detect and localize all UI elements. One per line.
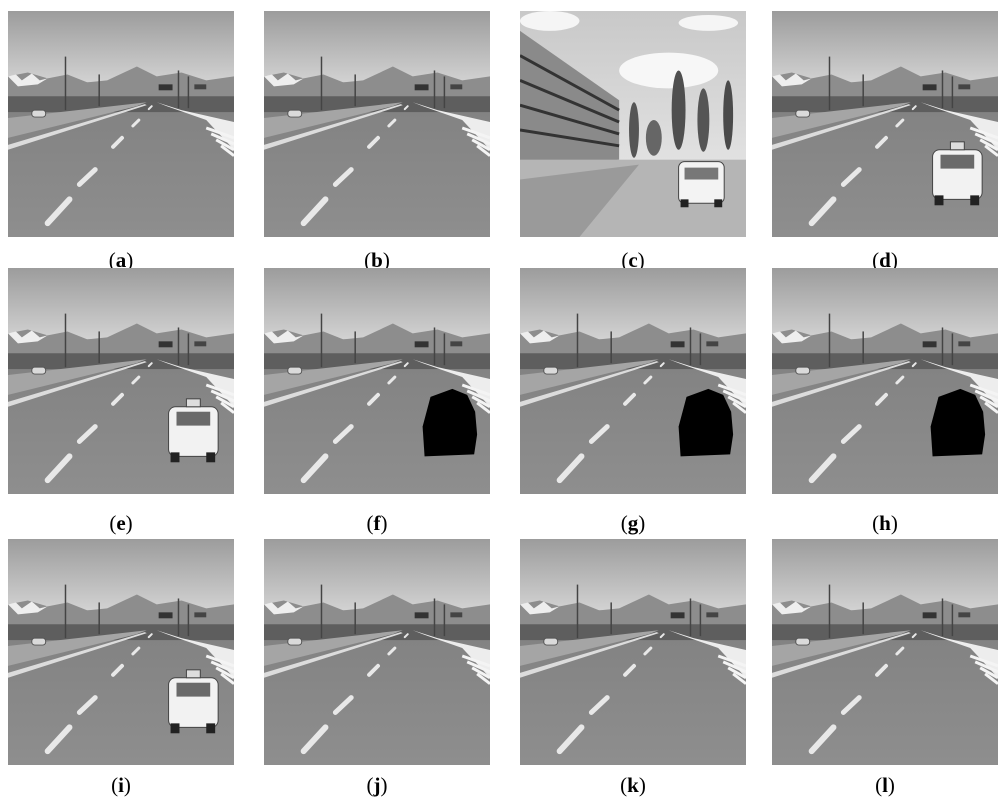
panel-image [772,11,998,237]
label-close: ) [381,511,388,535]
panel-label: (e) [109,511,132,535]
label-letter: e [116,511,125,535]
figure: (a)(b)(c)(d)(e)(f)(g)(h)(i)(j)(k)(l) [0,0,998,801]
panel: (i) [8,539,234,797]
panel-image [264,539,490,765]
label-close: ) [124,773,131,797]
label-letter: k [627,773,639,797]
mask-overlay [679,389,734,456]
panel-image [520,268,746,494]
panel-label: (i) [111,773,131,797]
panel-label: (k) [620,773,646,797]
panel: (j) [264,539,490,797]
panel-label: (j) [367,773,388,797]
label-open: ( [367,773,374,797]
panel: (f) [264,268,490,535]
panel: (k) [520,539,746,797]
car-overlay [169,670,219,733]
panel-image [8,11,234,237]
panel: (a) [8,11,234,272]
label-close: ) [126,511,133,535]
panel-image [8,539,234,765]
panel-label: (f) [367,511,388,535]
label-open: ( [109,511,116,535]
panel: (h) [772,268,998,535]
label-letter: j [373,773,381,797]
panel-label: (g) [621,511,646,535]
panel: (g) [520,268,746,535]
label-letter: g [628,511,639,535]
panel-label: (h) [872,511,898,535]
panel-image [8,268,234,494]
label-letter: h [879,511,891,535]
panel-image [264,268,490,494]
panel-image [520,539,746,765]
panel: (e) [8,268,234,535]
panel-image [264,11,490,237]
mask-overlay [423,389,478,456]
car-overlay [169,399,219,462]
label-open: ( [367,511,374,535]
panel-image [772,539,998,765]
label-open: ( [620,773,627,797]
label-close: ) [638,511,645,535]
label-open: ( [872,511,879,535]
label-close: ) [888,773,895,797]
label-open: ( [875,773,882,797]
page: (a)(b)(c)(d)(e)(f)(g)(h)(i)(j)(k)(l) (()… [0,0,998,801]
panel: (b) [264,11,490,272]
panel-label: (l) [875,773,895,797]
label-close: ) [639,773,646,797]
label-close: ) [381,773,388,797]
panel: (l) [772,539,998,797]
mask-overlay [931,389,986,456]
label-open: ( [621,511,628,535]
panel: (c) [520,11,746,272]
car-overlay [933,142,983,205]
label-open: ( [111,773,118,797]
label-close: ) [891,511,898,535]
panel: (d) [772,11,998,272]
panel-image [772,268,998,494]
panel-image [520,11,746,237]
